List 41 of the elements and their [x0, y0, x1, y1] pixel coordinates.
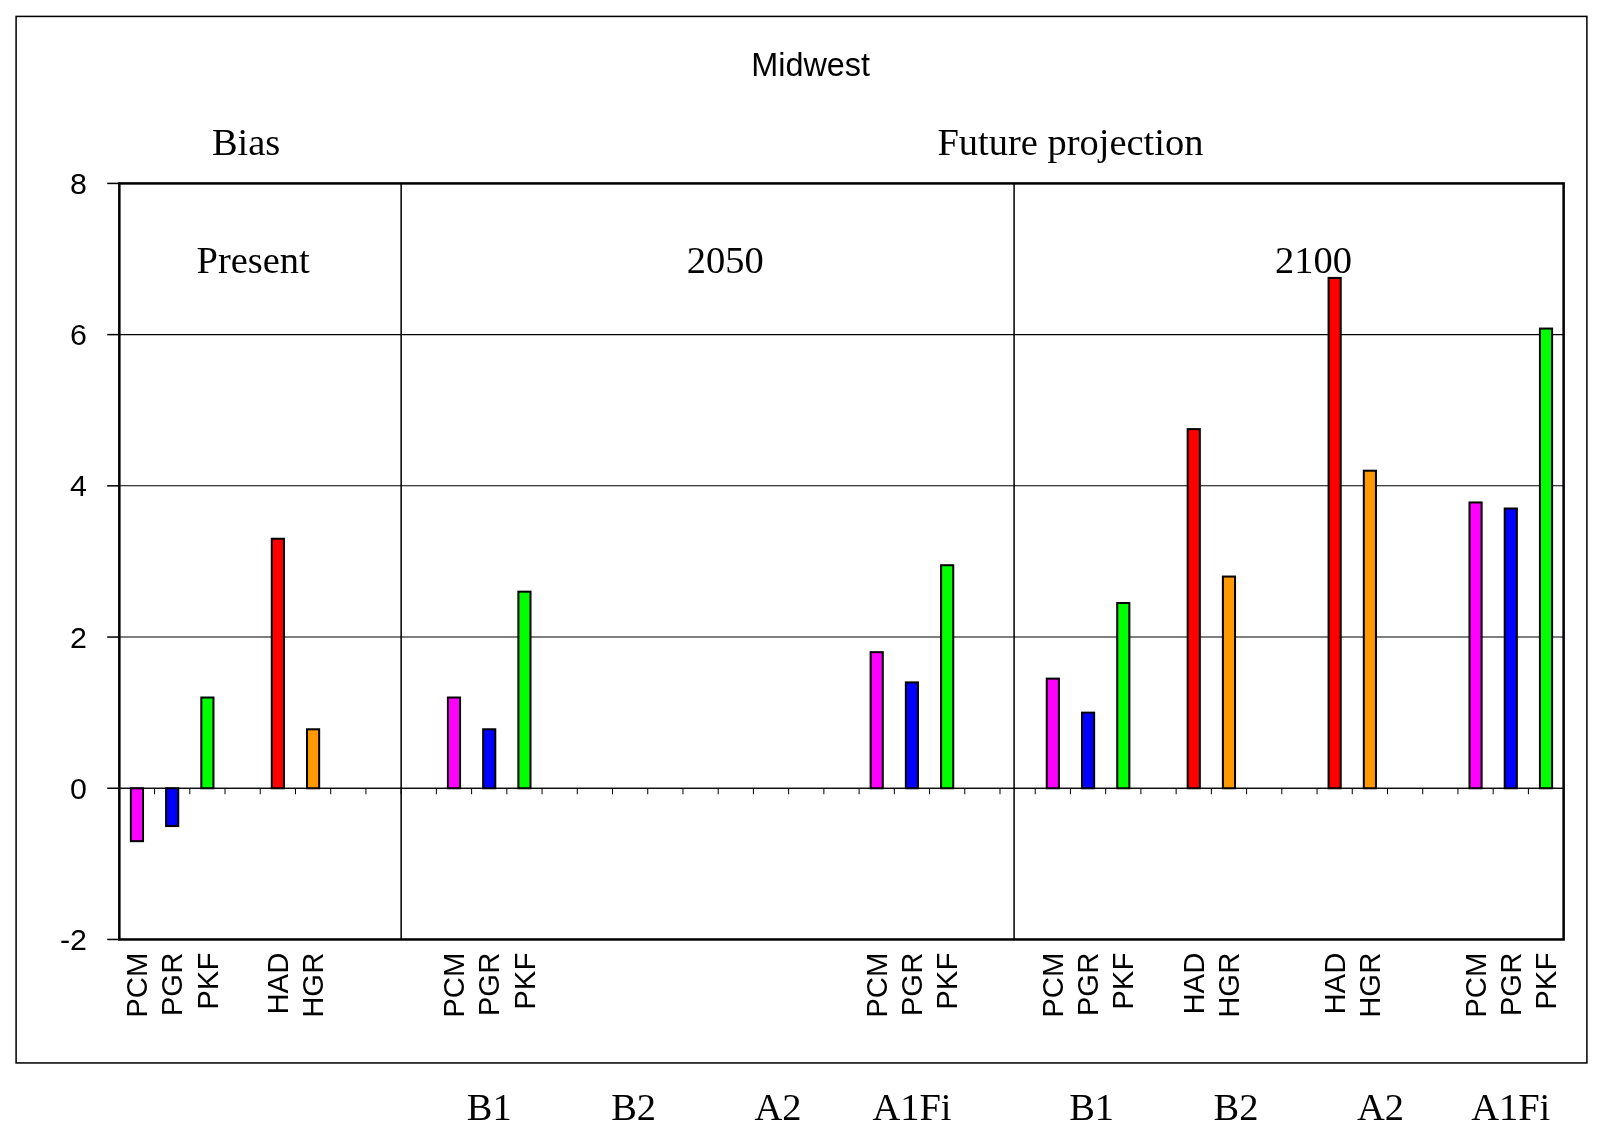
x-tick-label: HGR — [1353, 952, 1386, 1018]
text: B1 — [466, 1085, 512, 1128]
chart-title: Midwest — [751, 47, 870, 84]
x-tick-label: PKF — [930, 952, 964, 1010]
y-tick-label: 2 — [70, 620, 87, 654]
text: B1 — [1069, 1085, 1115, 1128]
x-tick-label: HGR — [296, 952, 330, 1018]
x-tick-label: PCM — [437, 952, 471, 1018]
x-tick-label: PCM — [1458, 952, 1492, 1018]
text: A2 — [1356, 1085, 1404, 1128]
annotation: 2100 — [1275, 239, 1352, 282]
y-tick-label: 8 — [70, 167, 87, 201]
x-tick-label: HAD — [1317, 952, 1351, 1015]
annotation: 2050 — [686, 239, 764, 282]
y-tick-label: 0 — [70, 771, 87, 805]
text: A2 — [754, 1085, 802, 1128]
y-tick-label: -2 — [59, 923, 87, 957]
text: B2 — [1213, 1085, 1259, 1128]
x-tick-label: HAD — [1176, 952, 1210, 1015]
y-tick-label: 4 — [70, 469, 87, 503]
text: B2 — [611, 1085, 657, 1128]
x-tick-label: PGR — [895, 952, 929, 1017]
text: Future projection — [937, 121, 1204, 164]
x-tick-label: PKF — [190, 952, 224, 1010]
y-tick-label: 6 — [70, 318, 87, 352]
x-tick-label: PGR — [1493, 952, 1527, 1017]
x-tick-label: PGR — [1071, 952, 1105, 1017]
text: A1Fi — [872, 1085, 952, 1128]
text: A1Fi — [1471, 1085, 1551, 1128]
x-tick-label: PKF — [507, 952, 541, 1010]
x-tick-label: HGR — [1212, 952, 1246, 1018]
x-tick-label: PGR — [155, 952, 189, 1017]
x-tick-label: PKF — [1529, 952, 1563, 1010]
x-tick-label: PCM — [859, 952, 893, 1018]
x-tick-label: PCM — [1035, 952, 1069, 1018]
text: Bias — [211, 121, 281, 164]
x-tick-label: PKF — [1106, 952, 1140, 1010]
x-tick-label: PCM — [120, 952, 154, 1018]
x-tick-label: PGR — [472, 952, 506, 1017]
x-tick-label: HAD — [260, 952, 294, 1015]
annotation: Present — [196, 239, 311, 282]
